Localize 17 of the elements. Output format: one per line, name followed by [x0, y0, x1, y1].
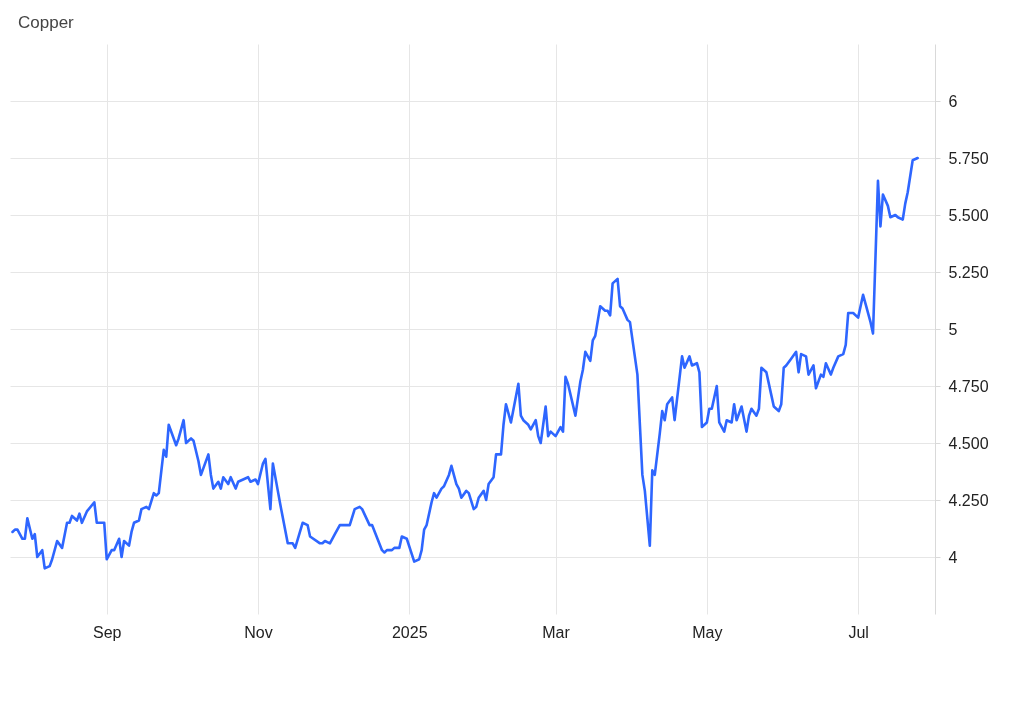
y-tick-label: 5.750 — [948, 149, 989, 167]
x-tick-label: Mar — [542, 623, 571, 641]
x-tick-label: Sep — [92, 623, 122, 641]
x-tick-label: May — [692, 623, 723, 641]
y-tick-label: 4.500 — [948, 434, 989, 452]
y-tick-label: 5 — [948, 320, 958, 338]
y-tick-label: 4.750 — [948, 377, 989, 395]
x-tick-label: Jul — [848, 623, 869, 641]
y-tick-label: 6 — [948, 92, 958, 110]
line-series — [11, 156, 919, 570]
x-tick-label: 2025 — [391, 623, 428, 641]
x-tick-label: Nov — [244, 623, 273, 641]
y-tick-label: 4 — [948, 548, 958, 566]
y-tick-label: 5.250 — [948, 263, 989, 281]
y-tick-label: 4.250 — [948, 491, 989, 509]
chart-title: Copper — [18, 13, 75, 32]
y-tick-label: 5.500 — [948, 206, 989, 224]
